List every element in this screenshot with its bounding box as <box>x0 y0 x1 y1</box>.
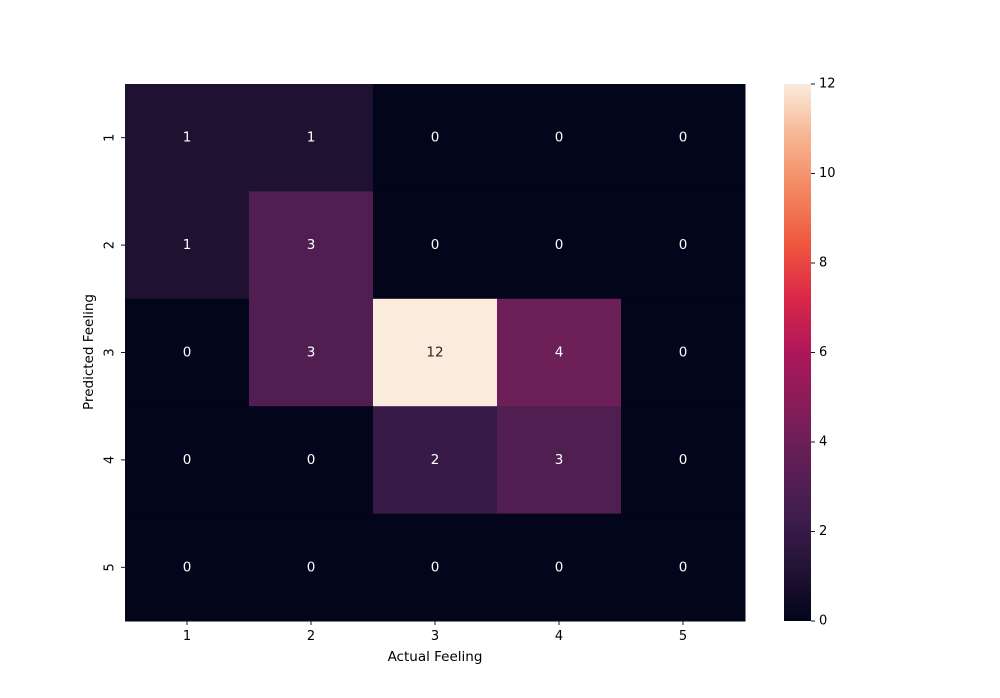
y-tick-label: 2 <box>103 241 118 249</box>
heatmap-cell <box>621 513 746 622</box>
cell-value-label: 0 <box>183 559 192 575</box>
heatmap-cells: 1 1 0 0 0 1 3 0 0 0 0 3 12 4 0 0 0 2 3 0 0 0 0 0 0 <box>125 84 746 622</box>
cell-value-label: 0 <box>183 345 192 361</box>
heatmap-cell <box>621 191 746 300</box>
heatmap-cell <box>497 191 622 300</box>
cell-value-label: 1 <box>183 237 192 253</box>
colorbar-tick-label: 2 <box>819 524 827 539</box>
y-tick-label: 3 <box>103 348 118 356</box>
colorbar-tick-label: 4 <box>819 435 827 450</box>
cell-value-label: 1 <box>307 130 316 146</box>
y-tick-label: 1 <box>103 134 118 142</box>
cell-value-label: 0 <box>431 559 440 575</box>
y-axis-label: Predicted Feeling <box>81 294 97 410</box>
y-tick-label: 4 <box>103 456 118 464</box>
x-tick-label: 2 <box>307 629 315 644</box>
heatmap-cell <box>497 84 622 192</box>
x-axis-ticks: 1 2 3 4 5 <box>183 621 687 644</box>
cell-value-label: 1 <box>183 130 192 146</box>
cell-value-label: 0 <box>679 559 688 575</box>
cell-value-label: 3 <box>307 237 316 253</box>
colorbar: 0 2 4 6 8 10 12 <box>784 77 836 629</box>
heatmap-cell <box>249 406 374 515</box>
heatmap-cell <box>125 298 250 407</box>
cell-value-label: 0 <box>555 559 564 575</box>
cell-value-label: 2 <box>431 452 440 468</box>
heatmap-cell <box>125 513 250 622</box>
cell-value-label: 0 <box>431 237 440 253</box>
cell-value-label: 0 <box>555 130 564 146</box>
cell-value-label: 12 <box>426 345 443 361</box>
heatmap-cell <box>373 406 498 515</box>
heatmap-cell <box>621 84 746 192</box>
x-axis-label: Actual Feeling <box>388 649 483 665</box>
heatmap-cell <box>125 406 250 515</box>
cell-value-label: 0 <box>307 559 316 575</box>
heatmap-cell <box>621 406 746 515</box>
cell-value-label: 0 <box>679 237 688 253</box>
x-tick-label: 4 <box>555 629 563 644</box>
heatmap-cell <box>249 191 374 300</box>
x-tick-label: 1 <box>183 629 191 644</box>
heatmap-cell <box>497 513 622 622</box>
heatmap-cell <box>125 191 250 300</box>
cell-value-label: 3 <box>555 452 564 468</box>
x-tick-label: 5 <box>679 629 687 644</box>
cell-value-label: 0 <box>679 345 688 361</box>
heatmap-cell <box>497 406 622 515</box>
heatmap-cell <box>249 84 374 192</box>
colorbar-gradient <box>784 84 811 621</box>
colorbar-tick-label: 8 <box>819 256 827 271</box>
cell-value-label: 0 <box>679 452 688 468</box>
cell-value-label: 4 <box>555 345 564 361</box>
heatmap-cell <box>125 84 250 192</box>
heatmap-cell <box>373 191 498 300</box>
colorbar-tick-label: 12 <box>819 77 836 92</box>
heatmap-cell <box>497 298 622 407</box>
cell-value-label: 3 <box>307 345 316 361</box>
heatmap-cell <box>249 513 374 622</box>
cell-value-label: 0 <box>679 130 688 146</box>
y-axis-ticks: 1 2 3 4 5 <box>103 134 125 571</box>
heatmap-cell <box>249 298 374 407</box>
heatmap-cell <box>621 298 746 407</box>
heatmap-cell <box>373 84 498 192</box>
heatmap-cell <box>373 513 498 622</box>
colorbar-tick-label: 6 <box>819 345 827 360</box>
cell-value-label: 0 <box>555 237 564 253</box>
cell-value-label: 0 <box>431 130 440 146</box>
cell-value-label: 0 <box>183 452 192 468</box>
colorbar-tick-label: 10 <box>819 166 836 181</box>
x-tick-label: 3 <box>431 629 439 644</box>
cell-value-label: 0 <box>307 452 316 468</box>
colorbar-tick-label: 0 <box>819 614 827 629</box>
heatmap-cell <box>373 298 498 407</box>
y-tick-label: 5 <box>103 563 118 571</box>
